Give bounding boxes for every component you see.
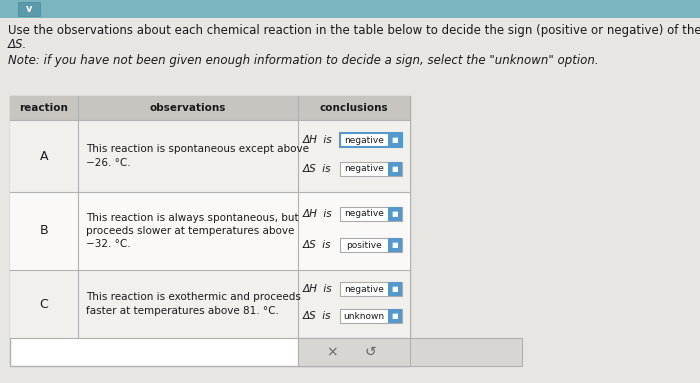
Bar — [10, 96, 410, 366]
Text: B: B — [40, 224, 48, 237]
Text: ΔH  is: ΔH is — [303, 209, 332, 219]
Bar — [340, 133, 402, 147]
Text: negative: negative — [344, 164, 384, 173]
Text: ΔS  is: ΔS is — [303, 164, 332, 174]
Text: ×: × — [326, 345, 337, 359]
Bar — [10, 270, 410, 338]
Text: Use the observations about each chemical reaction in the table below to decide t: Use the observations about each chemical… — [8, 24, 700, 37]
Text: ΔS  is: ΔS is — [303, 311, 332, 321]
Text: ↺: ↺ — [365, 345, 377, 359]
Text: This reaction is always spontaneous, but: This reaction is always spontaneous, but — [86, 213, 299, 223]
Text: observations: observations — [150, 103, 226, 113]
Text: unknown: unknown — [344, 312, 384, 321]
Text: negative: negative — [344, 136, 384, 145]
Text: ■: ■ — [392, 166, 398, 172]
Bar — [298, 338, 410, 366]
Text: This reaction is exothermic and proceeds: This reaction is exothermic and proceeds — [86, 293, 301, 303]
Bar — [388, 133, 402, 147]
Text: ■: ■ — [392, 137, 398, 143]
Bar — [340, 162, 402, 176]
Text: ΔS  is: ΔS is — [303, 240, 332, 250]
Text: faster at temperatures above 81. °C.: faster at temperatures above 81. °C. — [86, 306, 279, 316]
Bar — [388, 309, 402, 323]
Text: negative: negative — [344, 285, 384, 293]
Text: ΔH  is: ΔH is — [303, 135, 332, 145]
Text: ΔH  is: ΔH is — [303, 284, 332, 294]
Text: ■: ■ — [392, 211, 398, 217]
Bar — [340, 282, 402, 296]
Bar — [18, 2, 40, 16]
Text: C: C — [40, 298, 48, 311]
Text: proceeds slower at temperatures above: proceeds slower at temperatures above — [86, 226, 295, 236]
Text: −32. °C.: −32. °C. — [86, 239, 131, 249]
Text: ■: ■ — [392, 313, 398, 319]
Bar — [388, 162, 402, 176]
Bar — [10, 96, 410, 120]
Text: conclusions: conclusions — [320, 103, 389, 113]
Bar — [388, 207, 402, 221]
Text: ΔS.: ΔS. — [8, 38, 27, 51]
Text: ■: ■ — [392, 242, 398, 248]
Text: This reaction is spontaneous except above: This reaction is spontaneous except abov… — [86, 144, 309, 154]
Bar — [10, 192, 410, 270]
Bar — [298, 338, 522, 366]
Text: A: A — [40, 149, 48, 162]
Text: positive: positive — [346, 241, 382, 250]
Bar — [0, 0, 700, 18]
Bar — [340, 309, 402, 323]
Text: negative: negative — [344, 210, 384, 218]
Text: ■: ■ — [392, 286, 398, 292]
Bar — [340, 238, 402, 252]
Bar — [388, 282, 402, 296]
Text: −26. °C.: −26. °C. — [86, 157, 131, 167]
Text: reaction: reaction — [20, 103, 69, 113]
Text: v: v — [26, 4, 32, 14]
Bar — [388, 238, 402, 252]
Bar — [340, 207, 402, 221]
Text: Note: if you have not been given enough information to decide a sign, select the: Note: if you have not been given enough … — [8, 54, 598, 67]
Bar — [10, 120, 410, 192]
